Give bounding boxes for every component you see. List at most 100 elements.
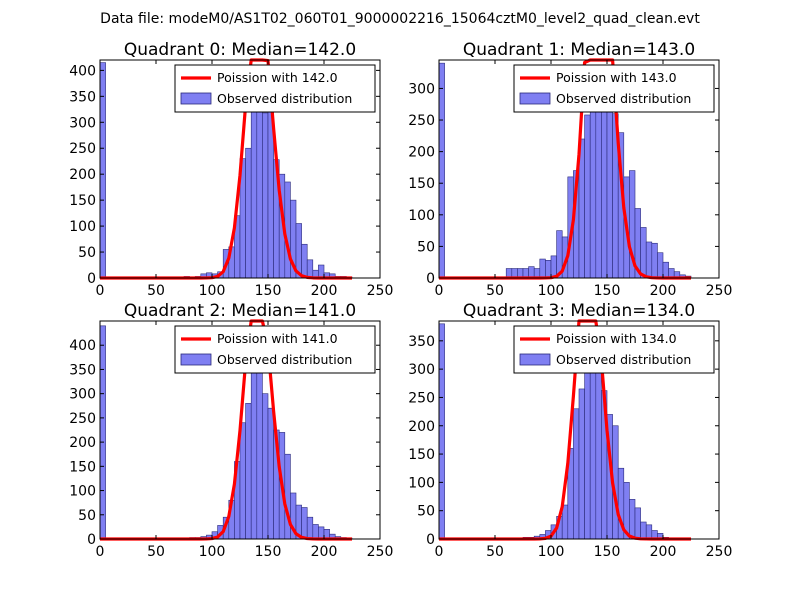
panel-title: Quadrant 1: Median=143.0 xyxy=(463,40,695,60)
histogram-bar xyxy=(589,100,597,279)
histogram-bar xyxy=(284,453,291,540)
x-tick-label: 250 xyxy=(367,544,394,560)
x-tick-label: 50 xyxy=(147,283,165,299)
histogram-bar xyxy=(267,407,274,540)
histogram-bar xyxy=(578,388,585,540)
histogram-bar xyxy=(306,516,314,540)
histogram-bar xyxy=(256,344,263,540)
legend-poisson-label: Poission with 141.0 xyxy=(217,331,338,346)
y-tick-label: 350 xyxy=(69,89,96,105)
x-tick-label: 0 xyxy=(435,283,444,299)
histogram-bar xyxy=(306,259,314,279)
x-tick-label: 250 xyxy=(706,544,733,560)
y-tick-label: 50 xyxy=(417,239,435,255)
histogram-bar xyxy=(595,351,602,540)
x-tick-label: 250 xyxy=(706,283,733,299)
x-tick-label: 150 xyxy=(594,283,621,299)
x-tick-label: 200 xyxy=(311,544,338,560)
y-tick-label: 150 xyxy=(69,459,96,475)
histogram-bar xyxy=(245,147,252,279)
histogram-bar xyxy=(584,114,591,279)
legend-bar-swatch xyxy=(519,92,551,105)
histogram-bars xyxy=(99,62,353,279)
legend: Poission with 141.0 Observed distribution xyxy=(174,325,376,374)
x-tick-label: 0 xyxy=(96,283,105,299)
y-tick-label: 350 xyxy=(408,334,435,350)
y-tick-label: 300 xyxy=(408,362,435,378)
histogram-bar xyxy=(318,526,325,540)
histogram-bar xyxy=(651,242,658,279)
histogram-bar xyxy=(662,261,669,279)
y-tick-label: 100 xyxy=(69,484,96,500)
histogram-bar xyxy=(573,408,580,540)
legend-observed-label: Observed distribution xyxy=(556,352,691,367)
x-tick-label: 200 xyxy=(311,283,338,299)
y-tick-label: 350 xyxy=(69,362,96,378)
x-tick-label: 200 xyxy=(650,544,677,560)
panel-quadrant-2: Quadrant 2: Median=141.0 0 50 100 150 200 250… xyxy=(69,301,393,560)
histogram-bar xyxy=(250,83,258,279)
histogram-bar xyxy=(539,258,546,279)
histogram-bar xyxy=(318,264,325,279)
y-tick-label: 50 xyxy=(78,508,96,524)
y-tick-label: 200 xyxy=(69,167,96,183)
x-tick-label: 150 xyxy=(255,544,282,560)
y-tick-label: 400 xyxy=(69,338,96,354)
histogram-bar xyxy=(438,62,445,279)
histogram-bars xyxy=(438,323,669,540)
x-tick-label: 50 xyxy=(486,544,504,560)
histogram-bar xyxy=(99,62,106,279)
legend-poisson-label: Poission with 134.0 xyxy=(556,331,677,346)
legend-poisson-label: Poission with 142.0 xyxy=(217,70,338,85)
histogram-bar xyxy=(640,227,647,279)
x-tick-label: 0 xyxy=(96,544,105,560)
histogram-bar xyxy=(301,243,308,279)
y-tick-label: 250 xyxy=(408,113,435,129)
x-tick-label: 0 xyxy=(435,544,444,560)
axes-frame xyxy=(438,320,720,540)
y-tick-label: 150 xyxy=(69,193,96,209)
histogram-bar xyxy=(561,504,569,540)
y-tick-label: 50 xyxy=(417,504,435,520)
histogram-bar xyxy=(629,499,636,540)
y-tick-label: 0 xyxy=(87,271,96,287)
y-tick-label: 100 xyxy=(69,219,96,235)
histogram-bar xyxy=(545,260,552,279)
histogram-bar xyxy=(528,266,535,279)
x-tick-label: 100 xyxy=(199,283,226,299)
histogram-bar xyxy=(262,393,269,540)
legend-box xyxy=(513,64,715,113)
y-tick-label: 100 xyxy=(408,475,435,491)
legend-observed-label: Observed distribution xyxy=(556,91,691,106)
y-tick-label: 200 xyxy=(408,145,435,161)
y-tick-label: 0 xyxy=(426,271,435,287)
panel-quadrant-1: Quadrant 1: Median=143.0 0 50 100 150 200 250… xyxy=(408,40,732,299)
x-tick-label: 50 xyxy=(486,283,504,299)
axes-frame xyxy=(99,320,381,540)
y-tick-label: 150 xyxy=(408,176,435,192)
x-tick-label: 100 xyxy=(199,544,226,560)
legend: Poission with 143.0 Observed distribution xyxy=(513,64,715,113)
y-tick-label: 300 xyxy=(69,387,96,403)
y-tick-label: 0 xyxy=(87,532,96,548)
histogram-bar xyxy=(640,521,647,540)
legend-observed-label: Observed distribution xyxy=(217,352,352,367)
x-tick-label: 250 xyxy=(367,283,394,299)
y-tick-label: 100 xyxy=(408,208,435,224)
axes-frame xyxy=(99,59,381,279)
axes-frame xyxy=(438,59,720,279)
y-tick-label: 250 xyxy=(69,141,96,157)
legend-bar-swatch xyxy=(180,92,212,105)
histogram-bar xyxy=(550,255,557,279)
legend-bar-swatch xyxy=(519,353,551,366)
histogram-bar xyxy=(438,323,445,540)
x-tick-label: 150 xyxy=(594,544,621,560)
panel-quadrant-3: Quadrant 3: Median=134.0 0 50 100 150 200 250… xyxy=(408,301,732,560)
legend-poisson-label: Poission with 143.0 xyxy=(556,70,677,85)
y-tick-label: 50 xyxy=(78,245,96,261)
histogram-bar xyxy=(634,507,641,540)
histogram-bar xyxy=(657,252,664,279)
histogram-bar xyxy=(645,524,653,540)
y-tick-label: 300 xyxy=(69,115,96,131)
x-tick-label: 100 xyxy=(538,544,565,560)
